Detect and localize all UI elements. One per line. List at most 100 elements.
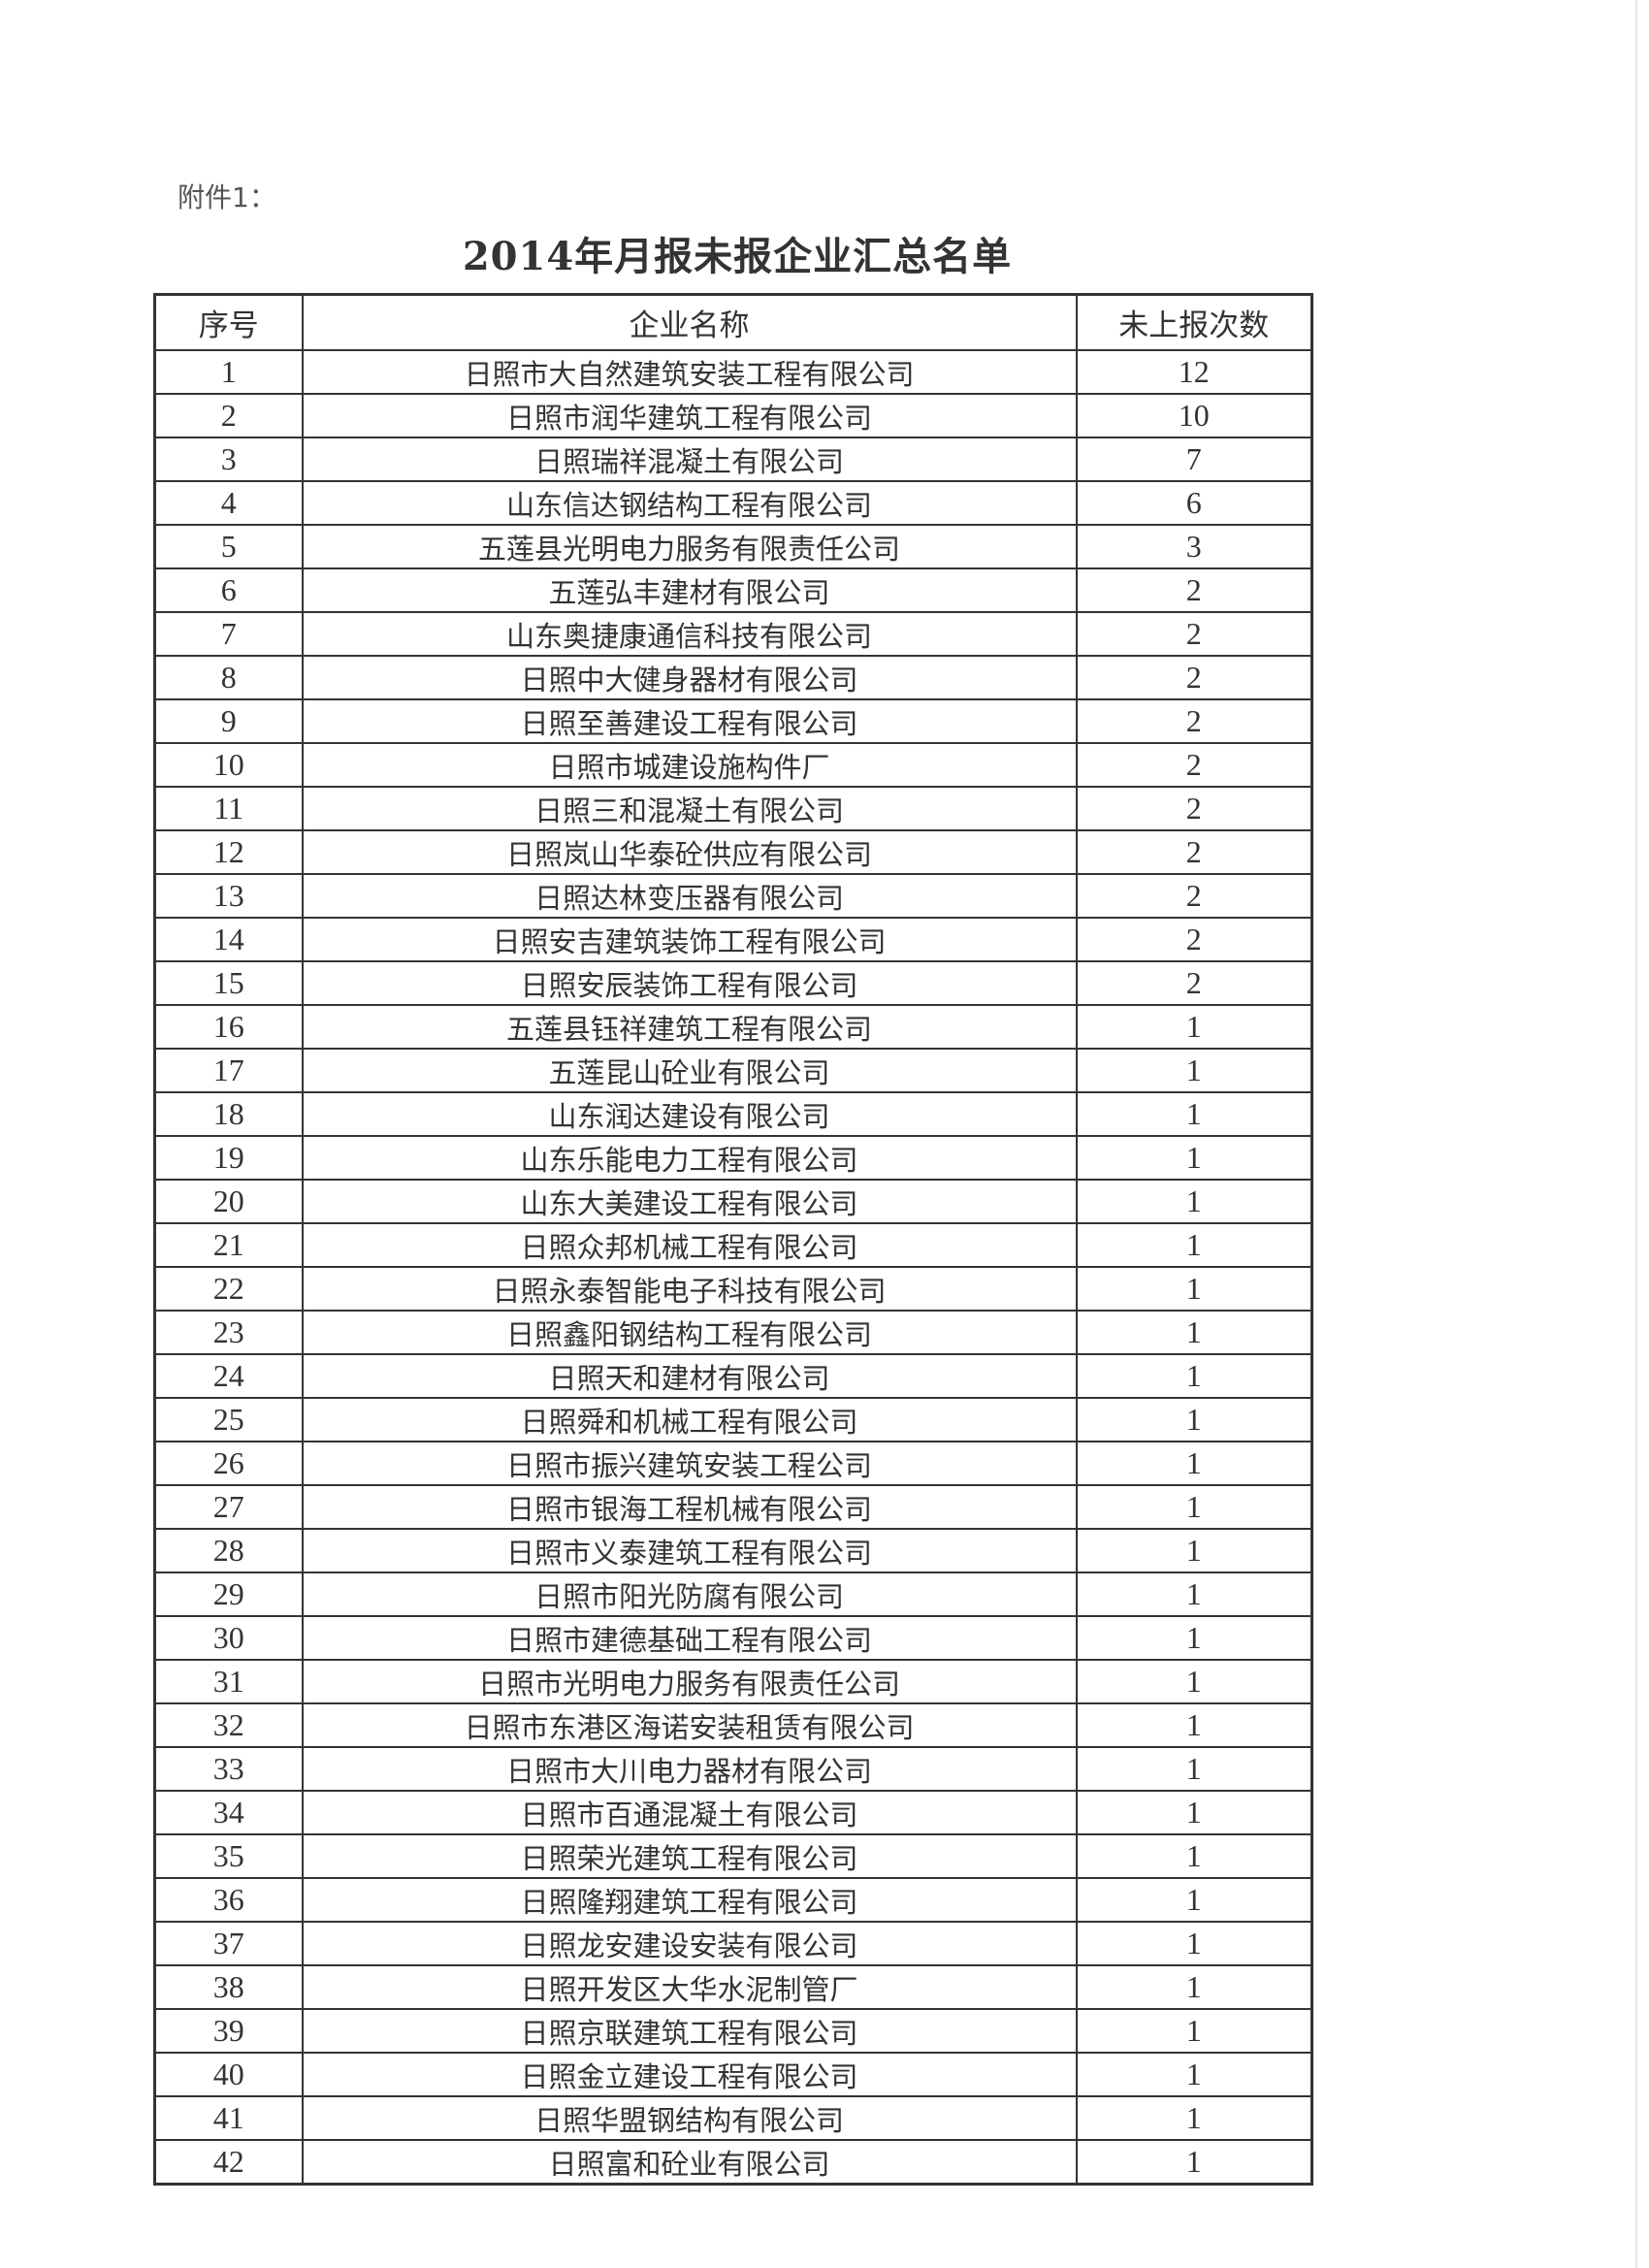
unreported-count: 1 <box>1075 1441 1313 1486</box>
enterprise-name: 日照三和混凝土有限公司 <box>301 786 1078 831</box>
enterprise-name: 日照市建德基础工程有限公司 <box>301 1615 1078 1661</box>
table-row: 8 日照中大健身器材有限公司 2 <box>153 655 1313 700</box>
table-row: 11 日照三和混凝土有限公司 2 <box>153 786 1313 831</box>
table-row: 19 山东乐能电力工程有限公司 1 <box>153 1135 1313 1181</box>
table-row: 32 日照市东港区海诺安装租赁有限公司 1 <box>153 1702 1313 1748</box>
table-row: 16 五莲县钰祥建筑工程有限公司 1 <box>153 1004 1313 1050</box>
table-row: 21 日照众邦机械工程有限公司 1 <box>153 1222 1313 1268</box>
enterprise-name: 日照岚山华泰砼供应有限公司 <box>301 829 1078 875</box>
table-row: 14 日照安吉建筑装饰工程有限公司 2 <box>153 917 1313 962</box>
row-index: 8 <box>153 655 304 700</box>
unreported-count: 1 <box>1075 1833 1313 1879</box>
table-row: 34 日照市百通混凝土有限公司 1 <box>153 1790 1313 1835</box>
unreported-count: 1 <box>1075 2008 1313 2054</box>
unreported-count: 3 <box>1075 524 1313 569</box>
row-index: 18 <box>153 1091 304 1137</box>
table-row: 30 日照市建德基础工程有限公司 1 <box>153 1615 1313 1661</box>
table-row: 3 日照瑞祥混凝土有限公司 7 <box>153 437 1313 482</box>
row-index: 28 <box>153 1528 304 1573</box>
header-unreported-count: 未上报次数 <box>1075 293 1313 351</box>
table-row: 22 日照永泰智能电子科技有限公司 1 <box>153 1266 1313 1312</box>
enterprise-name: 日照达林变压器有限公司 <box>301 873 1078 919</box>
row-index: 23 <box>153 1310 304 1355</box>
enterprise-name: 日照龙安建设安装有限公司 <box>301 1921 1078 1966</box>
table-header-row: 序号 企业名称 未上报次数 <box>153 293 1313 351</box>
enterprise-name: 日照隆翔建筑工程有限公司 <box>301 1877 1078 1923</box>
row-index: 41 <box>153 2095 304 2141</box>
table-row: 27 日照市银海工程机械有限公司 1 <box>153 1484 1313 1530</box>
row-index: 10 <box>153 742 304 788</box>
table-row: 20 山东大美建设工程有限公司 1 <box>153 1179 1313 1224</box>
enterprise-name: 日照安辰装饰工程有限公司 <box>301 960 1078 1006</box>
unreported-count: 1 <box>1075 1397 1313 1442</box>
table-row: 28 日照市义泰建筑工程有限公司 1 <box>153 1528 1313 1573</box>
table-row: 12 日照岚山华泰砼供应有限公司 2 <box>153 829 1313 875</box>
enterprise-name: 日照中大健身器材有限公司 <box>301 655 1078 700</box>
unreported-enterprises-table: 序号 企业名称 未上报次数 1 日照市大自然建筑安装工程有限公司 12 2 日照市润华建… <box>153 293 1313 2186</box>
unreported-count: 2 <box>1075 786 1313 831</box>
unreported-count: 1 <box>1075 1571 1313 1617</box>
row-index: 1 <box>153 349 304 395</box>
unreported-count: 1 <box>1075 1702 1313 1748</box>
row-index: 35 <box>153 1833 304 1879</box>
row-index: 40 <box>153 2052 304 2097</box>
row-index: 7 <box>153 611 304 657</box>
table-row: 23 日照鑫阳钢结构工程有限公司 1 <box>153 1310 1313 1355</box>
row-index: 33 <box>153 1746 304 1792</box>
row-index: 2 <box>153 393 304 438</box>
unreported-count: 1 <box>1075 1353 1313 1399</box>
unreported-count: 10 <box>1075 393 1313 438</box>
table-row: 41 日照华盟钢结构有限公司 1 <box>153 2095 1313 2141</box>
table-row: 1 日照市大自然建筑安装工程有限公司 12 <box>153 349 1313 395</box>
enterprise-name: 山东信达钢结构工程有限公司 <box>301 480 1078 526</box>
unreported-count: 1 <box>1075 1310 1313 1355</box>
unreported-count: 1 <box>1075 1484 1313 1530</box>
row-index: 30 <box>153 1615 304 1661</box>
unreported-count: 2 <box>1075 742 1313 788</box>
unreported-count: 2 <box>1075 873 1313 919</box>
enterprise-name: 日照市义泰建筑工程有限公司 <box>301 1528 1078 1573</box>
row-index: 36 <box>153 1877 304 1923</box>
header-index: 序号 <box>153 293 304 351</box>
table-row: 38 日照开发区大华水泥制管厂 1 <box>153 1964 1313 2010</box>
enterprise-name: 日照天和建材有限公司 <box>301 1353 1078 1399</box>
row-index: 31 <box>153 1659 304 1704</box>
table-row: 18 山东润达建设有限公司 1 <box>153 1091 1313 1137</box>
table-row: 24 日照天和建材有限公司 1 <box>153 1353 1313 1399</box>
unreported-count: 7 <box>1075 437 1313 482</box>
unreported-count: 1 <box>1075 1091 1313 1137</box>
table-row: 35 日照荣光建筑工程有限公司 1 <box>153 1833 1313 1879</box>
table-row: 9 日照至善建设工程有限公司 2 <box>153 698 1313 744</box>
header-enterprise-name: 企业名称 <box>301 293 1078 351</box>
table-row: 4 山东信达钢结构工程有限公司 6 <box>153 480 1313 526</box>
table-row: 31 日照市光明电力服务有限责任公司 1 <box>153 1659 1313 1704</box>
unreported-count: 1 <box>1075 1746 1313 1792</box>
unreported-count: 6 <box>1075 480 1313 526</box>
table-row: 40 日照金立建设工程有限公司 1 <box>153 2052 1313 2097</box>
unreported-count: 2 <box>1075 567 1313 613</box>
unreported-count: 1 <box>1075 2139 1313 2186</box>
table-row: 5 五莲县光明电力服务有限责任公司 3 <box>153 524 1313 569</box>
enterprise-name: 五莲昆山砼业有限公司 <box>301 1048 1078 1093</box>
enterprise-name: 日照市润华建筑工程有限公司 <box>301 393 1078 438</box>
unreported-count: 2 <box>1075 655 1313 700</box>
unreported-count: 1 <box>1075 1877 1313 1923</box>
row-index: 12 <box>153 829 304 875</box>
enterprise-name: 日照富和砼业有限公司 <box>301 2139 1078 2186</box>
table-row: 25 日照舜和机械工程有限公司 1 <box>153 1397 1313 1442</box>
row-index: 32 <box>153 1702 304 1748</box>
row-index: 34 <box>153 1790 304 1835</box>
table-row: 37 日照龙安建设安装有限公司 1 <box>153 1921 1313 1966</box>
row-index: 11 <box>153 786 304 831</box>
unreported-count: 2 <box>1075 829 1313 875</box>
enterprise-name: 日照市振兴建筑安装工程公司 <box>301 1441 1078 1486</box>
table-row: 13 日照达林变压器有限公司 2 <box>153 873 1313 919</box>
unreported-count: 1 <box>1075 2052 1313 2097</box>
row-index: 13 <box>153 873 304 919</box>
row-index: 22 <box>153 1266 304 1312</box>
enterprise-name: 五莲县钰祥建筑工程有限公司 <box>301 1004 1078 1050</box>
table-row: 17 五莲昆山砼业有限公司 1 <box>153 1048 1313 1093</box>
enterprise-name: 日照金立建设工程有限公司 <box>301 2052 1078 2097</box>
enterprise-name: 日照安吉建筑装饰工程有限公司 <box>301 917 1078 962</box>
enterprise-name: 日照开发区大华水泥制管厂 <box>301 1964 1078 2010</box>
